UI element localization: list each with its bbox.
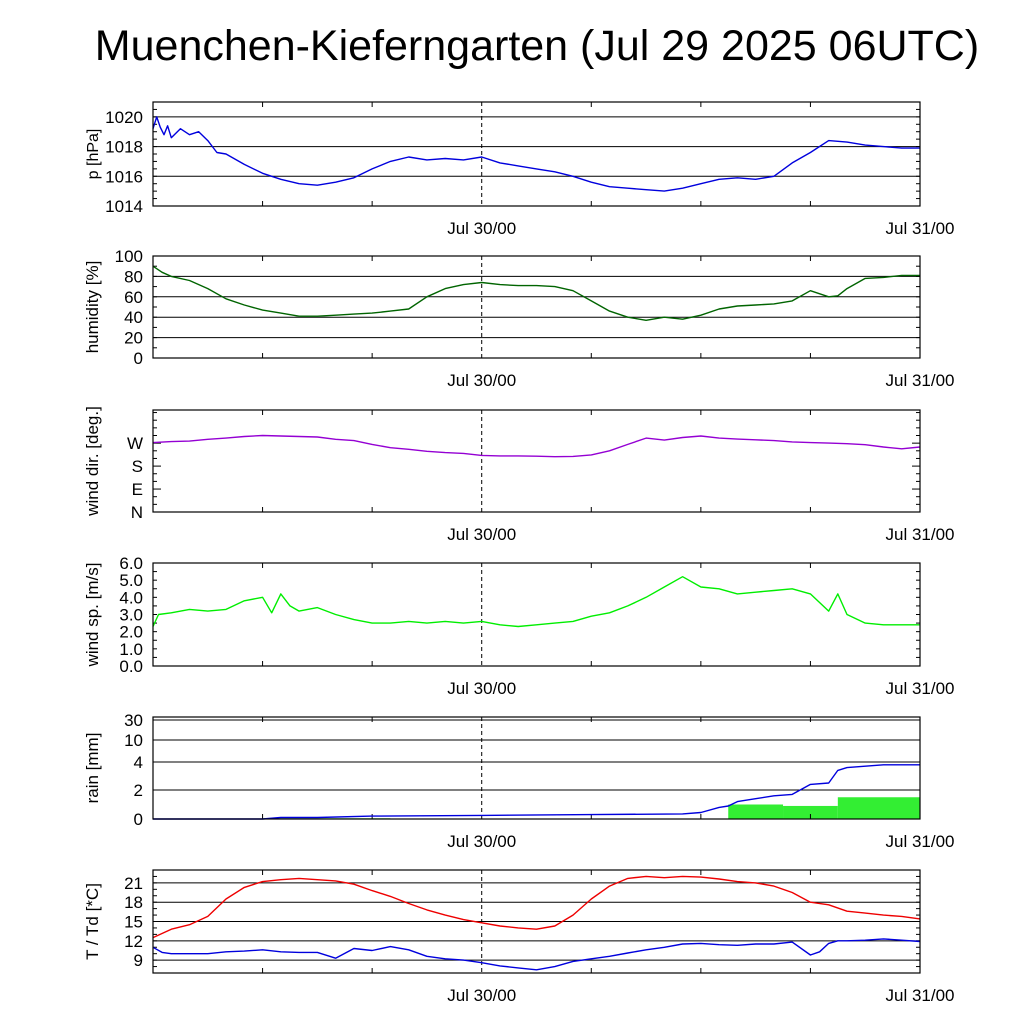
x-tick-label: Jul 31/00 [886, 371, 955, 390]
series-line-5 [153, 764, 920, 820]
y-axis-label: p [hPa] [85, 129, 102, 180]
y-tick-label: 9 [134, 951, 143, 970]
y-tick-label: 21 [124, 874, 143, 893]
panel-frame [152, 255, 921, 359]
x-tick-label: Jul 30/00 [447, 525, 516, 544]
y-tick-label: 1018 [105, 138, 143, 157]
x-tick-label: Jul 30/00 [447, 219, 516, 238]
y-axis-label: T / Td [*C] [83, 883, 102, 960]
y-tick-label: 1020 [105, 108, 143, 127]
series-line-Td [152, 938, 921, 971]
x-tick-label: Jul 31/00 [886, 986, 955, 1005]
rain-bar [783, 805, 838, 819]
rain-bar [728, 804, 784, 819]
y-tick-label: 4.0 [119, 588, 143, 607]
x-tick-label: Jul 31/00 [886, 679, 955, 698]
y-tick-label: 40 [124, 308, 143, 327]
y-tick-label: 2.0 [119, 623, 143, 642]
x-tick-label: Jul 30/00 [447, 679, 516, 698]
y-axis-label: rain [mm] [83, 733, 102, 804]
x-tick-label: Jul 31/00 [886, 525, 955, 544]
y-tick-label: 1016 [105, 167, 143, 186]
series-line-1 [152, 116, 920, 192]
y-axis-label: wind sp. [m/s] [83, 563, 102, 668]
y-tick-label: 15 [124, 913, 143, 932]
y-tick-label: 10 [124, 731, 143, 750]
y-tick-label: 20 [124, 329, 143, 348]
series-line-4 [152, 576, 920, 628]
y-tick-label: 60 [124, 288, 143, 307]
y-tick-label: 0 [134, 349, 143, 368]
y-tick-label: S [132, 457, 143, 476]
y-tick-label: 2 [134, 781, 143, 800]
y-tick-label: N [131, 503, 143, 522]
panel-frame [152, 409, 921, 513]
panel-frame [152, 716, 921, 820]
x-tick-label: Jul 30/00 [447, 371, 516, 390]
x-tick-label: Jul 30/00 [447, 832, 516, 851]
y-tick-label: 6.0 [119, 554, 143, 573]
x-tick-label: Jul 30/00 [447, 986, 516, 1005]
y-tick-label: 100 [115, 247, 143, 266]
y-tick-label: 12 [124, 932, 143, 951]
panel-4: 0.01.02.03.04.05.06.0 wind sp. [m/s] Jul 3… [83, 554, 955, 698]
y-tick-label: W [127, 434, 143, 453]
y-tick-label: 1014 [105, 197, 143, 216]
panel-frame [152, 562, 921, 667]
y-tick-label: 1.0 [119, 640, 143, 659]
panel-frame [152, 869, 921, 974]
y-axis-label: wind dir. [deg.] [83, 406, 102, 517]
y-tick-label: 30 [124, 711, 143, 730]
panel-frame [152, 101, 921, 207]
y-tick-label: 5.0 [119, 571, 143, 590]
series-line-3 [152, 434, 921, 458]
y-tick-label: 3.0 [119, 606, 143, 625]
x-tick-label: Jul 31/00 [886, 219, 955, 238]
y-tick-label: 80 [124, 267, 143, 286]
series-line-2 [152, 265, 920, 321]
y-tick-label: 0.0 [119, 657, 143, 676]
y-tick-label: 0 [134, 810, 143, 829]
rain-bar [837, 797, 920, 819]
x-tick-label: Jul 31/00 [886, 832, 955, 851]
y-tick-label: 18 [124, 893, 143, 912]
y-tick-label: 4 [134, 753, 143, 772]
y-tick-label: E [132, 480, 143, 499]
series-line-T [152, 875, 921, 939]
y-axis-label: humidity [%] [83, 261, 102, 354]
chart-title: Muenchen-Kieferngarten (Jul 29 2025 06UT… [94, 22, 980, 70]
